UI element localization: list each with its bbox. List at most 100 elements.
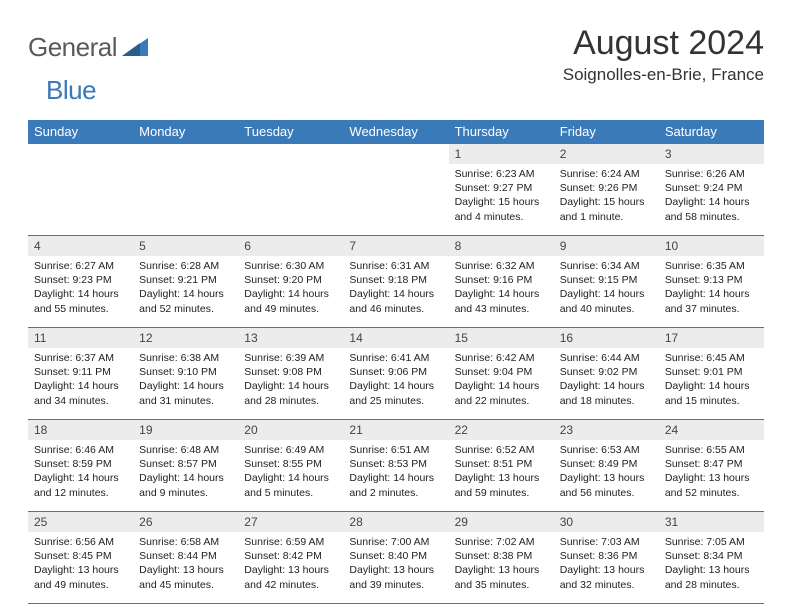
month-title: August 2024 <box>563 24 764 63</box>
sunset-text: Sunset: 9:26 PM <box>560 181 653 195</box>
day-number: 1 <box>449 144 554 164</box>
day-number: 29 <box>449 512 554 532</box>
sunset-text: Sunset: 9:11 PM <box>34 365 127 379</box>
daylight-text: Daylight: 14 hours and 5 minutes. <box>244 471 337 499</box>
day-cell: 31Sunrise: 7:05 AMSunset: 8:34 PMDayligh… <box>659 512 764 604</box>
sunset-text: Sunset: 8:36 PM <box>560 549 653 563</box>
sunset-text: Sunset: 8:40 PM <box>349 549 442 563</box>
sunset-text: Sunset: 9:21 PM <box>139 273 232 287</box>
sunrise-text: Sunrise: 6:26 AM <box>665 167 758 181</box>
day-number: 12 <box>133 328 238 348</box>
day-content: Sunrise: 6:39 AMSunset: 9:08 PMDaylight:… <box>238 348 343 412</box>
day-cell: 9Sunrise: 6:34 AMSunset: 9:15 PMDaylight… <box>554 236 659 328</box>
day-number: 5 <box>133 236 238 256</box>
week-row: 11Sunrise: 6:37 AMSunset: 9:11 PMDayligh… <box>28 328 764 420</box>
day-cell <box>28 144 133 236</box>
sunrise-text: Sunrise: 6:31 AM <box>349 259 442 273</box>
sunrise-text: Sunrise: 7:00 AM <box>349 535 442 549</box>
sunset-text: Sunset: 8:51 PM <box>455 457 548 471</box>
daylight-text: Daylight: 15 hours and 4 minutes. <box>455 195 548 223</box>
day-header-mon: Monday <box>133 120 238 144</box>
day-number: 9 <box>554 236 659 256</box>
day-header-sun: Sunday <box>28 120 133 144</box>
daylight-text: Daylight: 14 hours and 34 minutes. <box>34 379 127 407</box>
day-cell: 11Sunrise: 6:37 AMSunset: 9:11 PMDayligh… <box>28 328 133 420</box>
daylight-text: Daylight: 14 hours and 9 minutes. <box>139 471 232 499</box>
daylight-text: Daylight: 14 hours and 15 minutes. <box>665 379 758 407</box>
day-content: Sunrise: 6:28 AMSunset: 9:21 PMDaylight:… <box>133 256 238 320</box>
day-number: 13 <box>238 328 343 348</box>
sunset-text: Sunset: 8:47 PM <box>665 457 758 471</box>
daylight-text: Daylight: 13 hours and 28 minutes. <box>665 563 758 591</box>
day-number: 4 <box>28 236 133 256</box>
sunrise-text: Sunrise: 6:52 AM <box>455 443 548 457</box>
day-content: Sunrise: 6:24 AMSunset: 9:26 PMDaylight:… <box>554 164 659 228</box>
day-content: Sunrise: 6:38 AMSunset: 9:10 PMDaylight:… <box>133 348 238 412</box>
day-cell <box>343 144 448 236</box>
day-content: Sunrise: 6:27 AMSunset: 9:23 PMDaylight:… <box>28 256 133 320</box>
day-number: 11 <box>28 328 133 348</box>
day-cell: 6Sunrise: 6:30 AMSunset: 9:20 PMDaylight… <box>238 236 343 328</box>
day-content: Sunrise: 7:03 AMSunset: 8:36 PMDaylight:… <box>554 532 659 596</box>
sunset-text: Sunset: 9:15 PM <box>560 273 653 287</box>
day-content: Sunrise: 6:42 AMSunset: 9:04 PMDaylight:… <box>449 348 554 412</box>
title-block: August 2024 Soignolles-en-Brie, France <box>563 24 764 85</box>
day-content: Sunrise: 6:23 AMSunset: 9:27 PMDaylight:… <box>449 164 554 228</box>
sunset-text: Sunset: 9:16 PM <box>455 273 548 287</box>
daylight-text: Daylight: 14 hours and 22 minutes. <box>455 379 548 407</box>
daylight-text: Daylight: 14 hours and 37 minutes. <box>665 287 758 315</box>
day-content: Sunrise: 7:00 AMSunset: 8:40 PMDaylight:… <box>343 532 448 596</box>
sunset-text: Sunset: 9:06 PM <box>349 365 442 379</box>
day-cell: 4Sunrise: 6:27 AMSunset: 9:23 PMDaylight… <box>28 236 133 328</box>
sunrise-text: Sunrise: 6:27 AM <box>34 259 127 273</box>
day-cell: 18Sunrise: 6:46 AMSunset: 8:59 PMDayligh… <box>28 420 133 512</box>
day-number: 2 <box>554 144 659 164</box>
sunrise-text: Sunrise: 6:44 AM <box>560 351 653 365</box>
day-number: 14 <box>343 328 448 348</box>
day-number: 19 <box>133 420 238 440</box>
day-content: Sunrise: 6:41 AMSunset: 9:06 PMDaylight:… <box>343 348 448 412</box>
sunrise-text: Sunrise: 6:48 AM <box>139 443 232 457</box>
day-header-wed: Wednesday <box>343 120 448 144</box>
sunrise-text: Sunrise: 6:42 AM <box>455 351 548 365</box>
sunrise-text: Sunrise: 6:35 AM <box>665 259 758 273</box>
day-cell: 17Sunrise: 6:45 AMSunset: 9:01 PMDayligh… <box>659 328 764 420</box>
sunset-text: Sunset: 9:04 PM <box>455 365 548 379</box>
sunset-text: Sunset: 9:24 PM <box>665 181 758 195</box>
sunset-text: Sunset: 8:44 PM <box>139 549 232 563</box>
day-cell: 10Sunrise: 6:35 AMSunset: 9:13 PMDayligh… <box>659 236 764 328</box>
daylight-text: Daylight: 14 hours and 58 minutes. <box>665 195 758 223</box>
sunrise-text: Sunrise: 6:34 AM <box>560 259 653 273</box>
day-content: Sunrise: 6:32 AMSunset: 9:16 PMDaylight:… <box>449 256 554 320</box>
day-cell: 29Sunrise: 7:02 AMSunset: 8:38 PMDayligh… <box>449 512 554 604</box>
day-header-fri: Friday <box>554 120 659 144</box>
day-cell: 23Sunrise: 6:53 AMSunset: 8:49 PMDayligh… <box>554 420 659 512</box>
day-header-thu: Thursday <box>449 120 554 144</box>
sunrise-text: Sunrise: 6:24 AM <box>560 167 653 181</box>
sunrise-text: Sunrise: 6:55 AM <box>665 443 758 457</box>
day-number: 18 <box>28 420 133 440</box>
daylight-text: Daylight: 13 hours and 42 minutes. <box>244 563 337 591</box>
sunrise-text: Sunrise: 6:49 AM <box>244 443 337 457</box>
daylight-text: Daylight: 13 hours and 52 minutes. <box>665 471 758 499</box>
sunset-text: Sunset: 9:02 PM <box>560 365 653 379</box>
daylight-text: Daylight: 14 hours and 25 minutes. <box>349 379 442 407</box>
day-cell: 13Sunrise: 6:39 AMSunset: 9:08 PMDayligh… <box>238 328 343 420</box>
daylight-text: Daylight: 14 hours and 49 minutes. <box>244 287 337 315</box>
sunrise-text: Sunrise: 6:23 AM <box>455 167 548 181</box>
day-cell <box>238 144 343 236</box>
day-content: Sunrise: 6:53 AMSunset: 8:49 PMDaylight:… <box>554 440 659 504</box>
brand-logo: General <box>28 24 151 63</box>
day-header-tue: Tuesday <box>238 120 343 144</box>
sunrise-text: Sunrise: 6:30 AM <box>244 259 337 273</box>
day-number: 26 <box>133 512 238 532</box>
brand-part2: Blue <box>46 75 96 106</box>
sunset-text: Sunset: 8:38 PM <box>455 549 548 563</box>
day-number: 8 <box>449 236 554 256</box>
daylight-text: Daylight: 14 hours and 28 minutes. <box>244 379 337 407</box>
sunset-text: Sunset: 9:08 PM <box>244 365 337 379</box>
week-row: 18Sunrise: 6:46 AMSunset: 8:59 PMDayligh… <box>28 420 764 512</box>
sunset-text: Sunset: 9:01 PM <box>665 365 758 379</box>
day-content: Sunrise: 7:02 AMSunset: 8:38 PMDaylight:… <box>449 532 554 596</box>
day-number: 22 <box>449 420 554 440</box>
